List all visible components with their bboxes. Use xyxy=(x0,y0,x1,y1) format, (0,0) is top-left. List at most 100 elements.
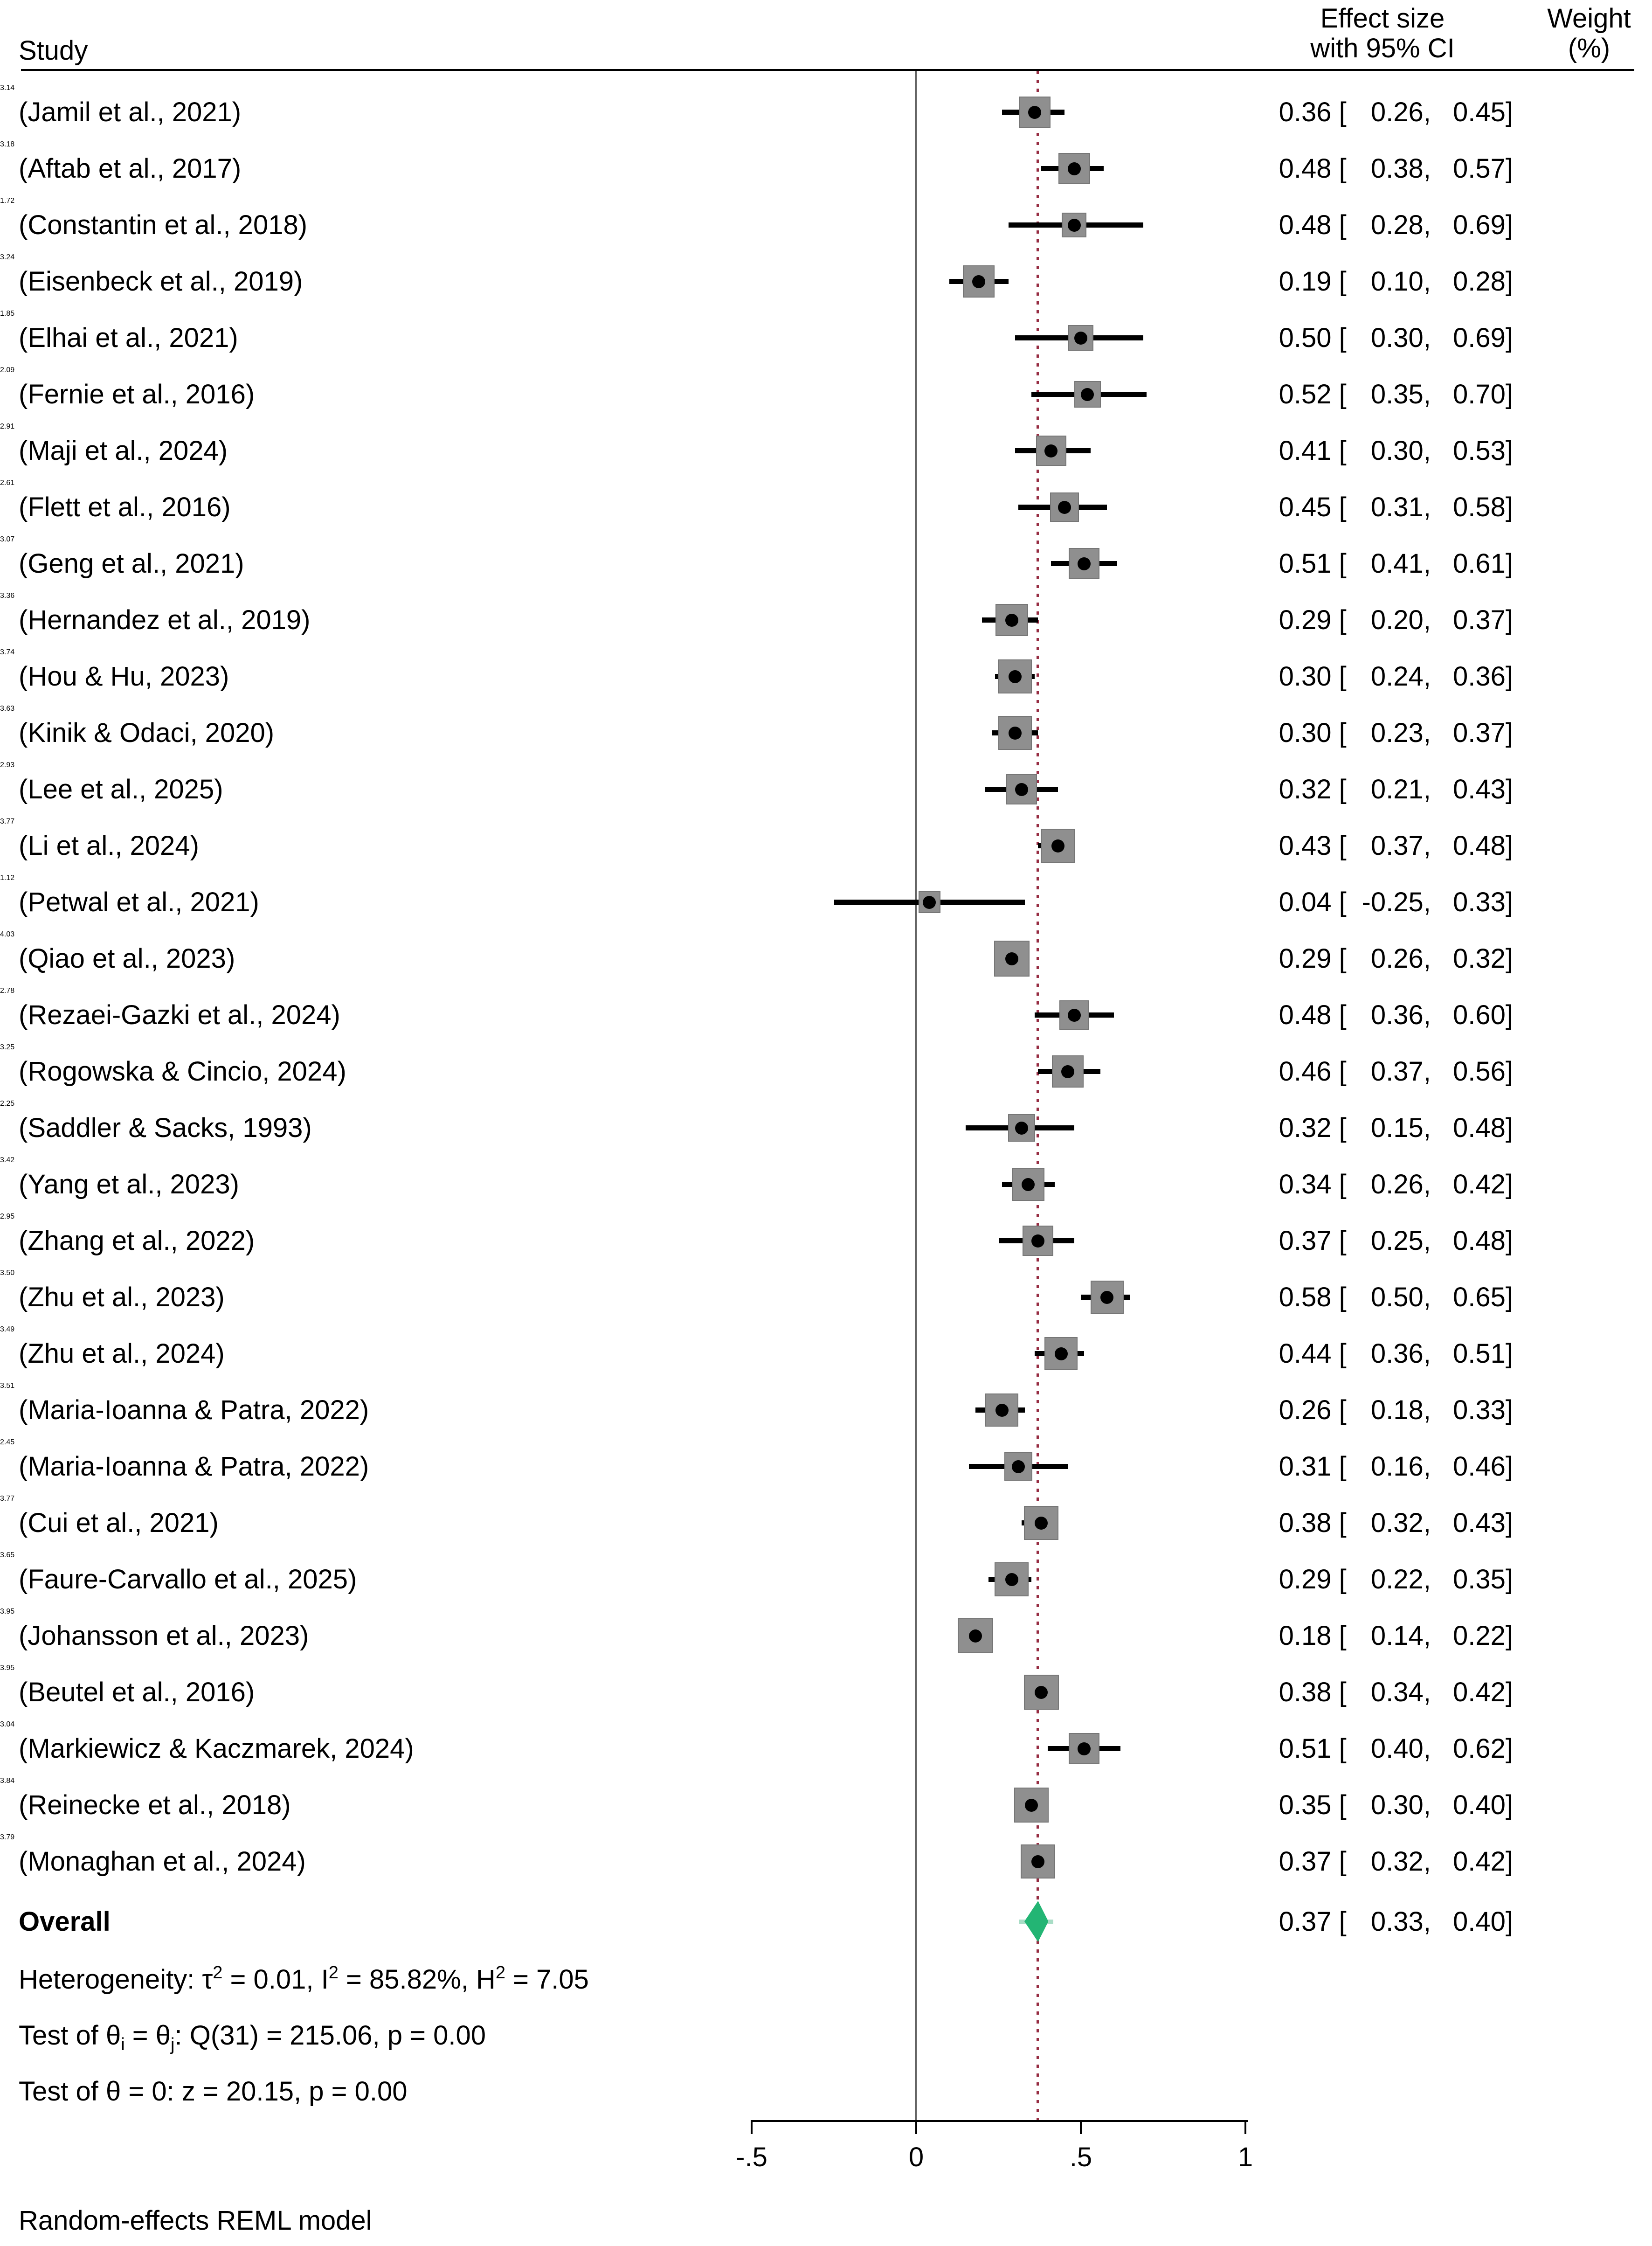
effect-size-text: 0.44 [0.36, 0.51] xyxy=(1245,1325,1513,1382)
study-label: (Flett et al., 2016) xyxy=(19,492,231,522)
heterogeneity-line-segment: 2 xyxy=(328,1963,339,1983)
effect-size-text: 0.19 [0.10, 0.28] xyxy=(1245,253,1513,310)
effect-size-text: 0.29 [0.26, 0.32] xyxy=(1245,930,1513,987)
ci-separator: , xyxy=(1423,1846,1431,1877)
ci-close-bracket: ] xyxy=(1505,436,1513,466)
column-header-study: Study xyxy=(19,35,88,66)
ci-lower-value: 0.32 xyxy=(1370,1846,1424,1877)
effect-box xyxy=(1068,548,1100,579)
ci-separator: , xyxy=(1423,1000,1431,1030)
effect-size-text: 0.48 [0.36, 0.60] xyxy=(1245,987,1513,1043)
ci-lower-value: 0.32 xyxy=(1370,1508,1424,1538)
effect-point xyxy=(1015,1121,1028,1135)
ci-separator: , xyxy=(1423,1677,1431,1707)
study-label: (Constantin et al., 2018) xyxy=(19,210,308,240)
weight-text: 1.85 xyxy=(0,310,15,318)
ci-upper-value: 0.42 xyxy=(1452,1169,1506,1199)
study-row: (Rogowska & Cincio, 2024) 0.46 [0.37, 0.56… xyxy=(0,1043,1652,1100)
ci-open-bracket: [ xyxy=(1331,1906,1347,1937)
effect-size-text: 0.18 [0.14, 0.22] xyxy=(1245,1608,1513,1664)
ci-lower-value: 0.30 xyxy=(1370,1790,1424,1820)
effect-estimate-value: 0.32 xyxy=(1279,774,1332,804)
effect-size-text: 0.32 [0.15, 0.48] xyxy=(1245,1100,1513,1156)
study-row: (Zhang et al., 2022) 0.37 [0.25, 0.48] 2.95 xyxy=(0,1213,1652,1269)
weight-text: 1.12 xyxy=(0,874,15,882)
ci-open-bracket: [ xyxy=(1331,436,1347,466)
study-label: (Rezaei-Gazki et al., 2024) xyxy=(19,1000,340,1030)
x-axis-tick-label: 1 xyxy=(1237,2142,1253,2172)
ci-upper-value: 0.42 xyxy=(1452,1677,1506,1707)
ci-open-bracket: [ xyxy=(1331,1169,1347,1199)
ci-upper-value: 0.36 xyxy=(1452,661,1506,692)
ci-open-bracket: [ xyxy=(1331,887,1347,917)
effect-size-text: 0.37 [0.32, 0.42] xyxy=(1245,1833,1513,1890)
effect-size-text: 0.43 [0.37, 0.48] xyxy=(1245,818,1513,874)
effect-size-text: 0.29 [0.20, 0.37] xyxy=(1245,592,1513,648)
effect-estimate-value: 0.35 xyxy=(1279,1790,1332,1820)
effect-estimate-value: 0.44 xyxy=(1279,1338,1332,1369)
ci-upper-value: 0.48 xyxy=(1452,1113,1506,1143)
ci-separator: , xyxy=(1423,97,1431,127)
heterogeneity-line-segment: = 0.01, I xyxy=(222,1964,329,1995)
ci-separator: , xyxy=(1423,1226,1431,1256)
weight-text: 2.93 xyxy=(0,761,15,769)
ci-close-bracket: ] xyxy=(1505,1846,1513,1877)
ci-close-bracket: ] xyxy=(1505,605,1513,635)
weight-text: 2.25 xyxy=(0,1100,15,1108)
heterogeneity-line-segment: 2 xyxy=(213,1963,223,1983)
ci-separator: , xyxy=(1423,1451,1431,1482)
ci-lower-value: 0.38 xyxy=(1370,153,1424,184)
ci-close-bracket: ] xyxy=(1505,153,1513,184)
ci-open-bracket: [ xyxy=(1331,548,1347,579)
ci-open-bracket: [ xyxy=(1331,1846,1347,1877)
ci-close-bracket: ] xyxy=(1505,492,1513,522)
effect-point xyxy=(1005,952,1018,965)
ci-lower-value: 0.25 xyxy=(1370,1226,1424,1256)
column-header-effect-size: Effect size with 95% CI xyxy=(1243,4,1522,63)
ci-open-bracket: [ xyxy=(1331,266,1347,297)
study-row: (Hou & Hu, 2023) 0.30 [0.24, 0.36] 3.74 xyxy=(0,648,1652,705)
ci-separator: , xyxy=(1423,831,1431,861)
weight-text: 3.18 xyxy=(0,140,15,148)
ci-close-bracket: ] xyxy=(1505,1508,1513,1538)
study-row: (Johansson et al., 2023) 0.18 [0.14, 0.22]… xyxy=(0,1608,1652,1664)
ci-separator: , xyxy=(1423,887,1431,917)
ci-upper-value: 0.43 xyxy=(1452,1508,1506,1538)
weight-text: 3.79 xyxy=(0,1833,15,1841)
study-row: (Lee et al., 2025) 0.32 [0.21, 0.43] 2.93 xyxy=(0,761,1652,818)
column-header-weight-line2: (%) xyxy=(1568,33,1611,63)
effect-point xyxy=(1067,218,1081,232)
ci-separator: , xyxy=(1423,1621,1431,1651)
zero-reference-line xyxy=(915,71,917,2120)
study-row: (Hernandez et al., 2019) 0.29 [0.20, 0.37]… xyxy=(0,592,1652,648)
weight-text: 3.42 xyxy=(0,1156,15,1164)
ci-close-bracket: ] xyxy=(1505,718,1513,748)
ci-close-bracket: ] xyxy=(1505,1451,1513,1482)
ci-open-bracket: [ xyxy=(1331,1790,1347,1820)
study-label: (Lee et al., 2025) xyxy=(19,774,223,804)
effect-size-text: 0.34 [0.26, 0.42] xyxy=(1245,1156,1513,1213)
ci-separator: , xyxy=(1423,266,1431,297)
study-row: (Maria-Ioanna & Patra, 2022) 0.31 [0.16, 0… xyxy=(0,1438,1652,1495)
effect-point xyxy=(1058,500,1071,514)
ci-open-bracket: [ xyxy=(1331,97,1347,127)
ci-separator: , xyxy=(1423,492,1431,522)
effect-size-text: 0.52 [0.35, 0.70] xyxy=(1245,366,1513,423)
ci-upper-value: 0.60 xyxy=(1452,1000,1506,1030)
ci-close-bracket: ] xyxy=(1505,1564,1513,1594)
effect-estimate-value: 0.45 xyxy=(1279,492,1332,522)
ci-separator: , xyxy=(1423,153,1431,184)
ci-open-bracket: [ xyxy=(1331,1677,1347,1707)
effect-point xyxy=(1054,1347,1068,1360)
ci-upper-value: 0.48 xyxy=(1452,831,1506,861)
weight-text: 2.09 xyxy=(0,366,15,374)
study-row: (Reinecke et al., 2018) 0.35 [0.30, 0.40] 3… xyxy=(0,1777,1652,1833)
effect-box xyxy=(995,603,1028,637)
effect-estimate-value: 0.48 xyxy=(1279,153,1332,184)
ci-upper-value: 0.42 xyxy=(1452,1846,1506,1877)
ci-upper-value: 0.40 xyxy=(1452,1790,1506,1820)
effect-estimate-value: 0.38 xyxy=(1279,1677,1332,1707)
heterogeneity-line-segment: = 7.05 xyxy=(505,1964,589,1995)
study-label: (Maria-Ioanna & Patra, 2022) xyxy=(19,1395,369,1425)
column-header-weight: Weight (%) xyxy=(1517,4,1652,63)
